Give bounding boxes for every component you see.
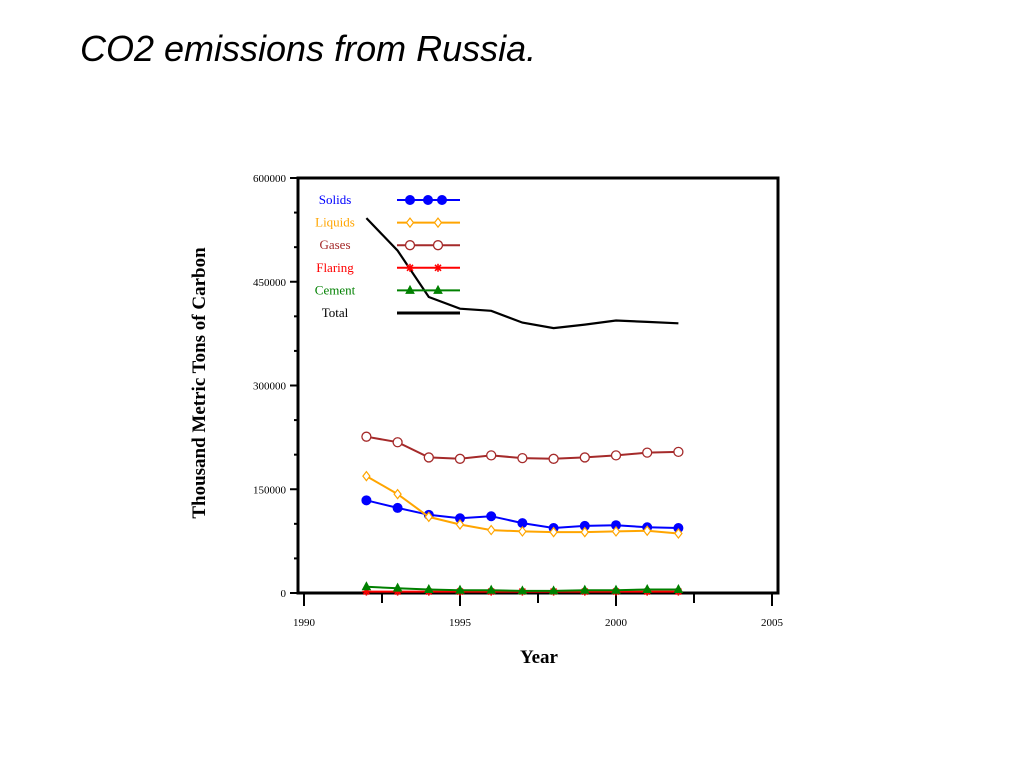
legend-label: Total [322,305,349,320]
series-total [365,217,679,330]
data-point [579,584,590,594]
data-point [486,524,496,536]
series-cement [361,581,684,595]
data-point [611,584,621,594]
data-point [549,526,558,538]
data-point [610,450,622,461]
data-point [433,217,443,229]
data-point [674,528,683,539]
data-point [486,584,497,594]
y-tick-label: 150000 [253,484,287,496]
series-gases [361,431,684,464]
data-point [406,263,414,272]
x-tick-label: 1995 [449,617,472,629]
data-point [424,511,434,523]
legend-item-solids: Solids [319,192,460,207]
y-tick-label: 0 [281,588,287,600]
data-point [673,446,684,458]
data-point [486,511,497,522]
data-point [517,452,528,464]
data-point [433,284,443,294]
data-point [392,437,403,448]
x-axis-label: Year [520,647,559,668]
series-line-total [365,217,679,330]
data-point [548,585,559,595]
data-point [392,582,403,592]
data-point [392,502,403,513]
data-point [579,452,590,463]
legend-label: Solids [319,192,352,207]
data-point [517,585,528,595]
data-point [393,488,402,500]
asterisk-stroke [434,264,442,272]
legend-item-cement: Cement [315,282,460,297]
x-tick-label: 1990 [293,617,316,629]
data-point [454,453,466,464]
data-point [405,217,415,229]
series-liquids [362,470,683,539]
y-tick-label: 450000 [253,277,287,289]
data-point [673,583,684,594]
x-tick-label: 2000 [605,617,628,629]
slide-title: CO2 emissions from Russia. [80,28,537,69]
data-point [432,240,444,251]
data-point [642,447,653,458]
data-point [580,526,590,538]
data-point [642,525,652,537]
data-point [434,263,442,272]
data-point [362,470,371,482]
legend-item-gases: Gases [319,237,460,252]
legend-item-flaring: Flaring [316,260,460,275]
x-tick-label: 2005 [761,617,784,629]
data-point [423,583,434,594]
data-point [611,525,621,537]
legend-item-liquids: Liquids [315,215,460,230]
data-point [486,450,497,461]
legend-label: Gases [319,237,350,252]
data-point [423,195,433,205]
data-point [361,431,372,442]
legend-label: Liquids [315,215,355,230]
y-axis-label: Thousand Metric Tons of Carbon [189,247,210,519]
data-point [518,525,527,537]
legend-label: Cement [315,282,356,297]
data-point [404,240,416,251]
data-point [423,452,434,463]
data-point [642,583,653,594]
data-point [437,195,447,205]
data-point [548,453,559,464]
data-point [455,584,465,594]
asterisk-stroke [406,264,414,272]
y-tick-label: 300000 [253,381,287,393]
data-point [361,581,372,591]
data-point [405,195,415,205]
data-point [361,495,372,506]
legend-label: Flaring [316,260,354,275]
legend-item-total: Total [322,305,460,320]
data-point [455,519,465,531]
data-point [405,284,415,294]
y-tick-label: 600000 [253,173,287,185]
